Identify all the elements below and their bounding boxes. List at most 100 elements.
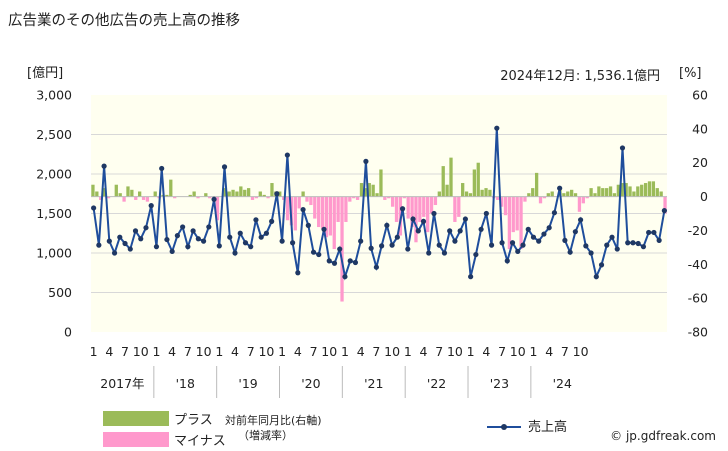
month-tick-label: 4 [420,344,428,359]
right-tick-label: -60 [688,291,708,306]
yoy-bar-plus [562,193,566,197]
yoy-bar-minus [418,196,422,222]
sales-point [143,225,149,231]
yoy-bar-plus [527,193,531,197]
yoy-bar-minus [106,196,111,199]
sales-point [384,222,390,228]
right-tick-label: -40 [688,257,708,272]
yoy-bar-minus [503,196,508,216]
sales-point [499,240,505,246]
sales-point [227,234,233,240]
sales-point [117,234,123,240]
sales-point [331,260,338,266]
yoy-bar-plus [363,188,368,197]
chart-title: 広告業のその他広告の売上高の推移 [8,12,240,29]
yoy-bar-minus [577,196,582,212]
year-label: '23 [490,376,509,391]
sales-point [410,216,416,222]
left-axis-unit: [億円] [27,65,63,81]
month-tick-label: 7 [121,344,129,359]
yoy-bar-minus [313,196,317,219]
sales-point [389,242,395,248]
sales-point [91,205,97,211]
yoy-bar-minus [538,196,543,204]
yoy-bar-minus [496,196,500,200]
month-tick-label: 7 [498,344,506,359]
month-tick-label: 7 [247,344,255,359]
yoy-bar-minus [317,196,321,228]
sales-point [530,234,537,240]
yoy-bar-plus [379,169,383,197]
yoy-bar-plus [95,191,99,197]
yoy-bar-plus [153,191,157,197]
sales-point [405,246,411,252]
sales-point [619,145,626,151]
yoy-bar-plus [476,162,480,197]
yoy-bar-plus [169,179,173,197]
sales-point [200,238,207,244]
month-tick-label: 7 [184,344,192,359]
yoy-bar-plus [628,186,632,197]
sales-point [96,242,102,248]
sales-point [316,251,322,258]
month-tick-label: 7 [435,344,443,359]
sales-point [494,125,500,131]
sales-point [415,228,421,234]
yoy-bar-plus [227,191,231,197]
yoy-bar-minus [453,196,457,222]
sales-point [253,217,259,223]
year-separators [153,366,532,398]
yoy-bar-plus [488,189,492,197]
sales-point [321,226,327,232]
left-tick-label: 2,500 [36,127,72,142]
sales-point [295,270,301,276]
yoy-bar-plus [204,193,208,197]
left-tick-label: 1,000 [36,246,72,261]
yoy-bar-minus [328,196,332,236]
sales-point [488,242,495,248]
yoy-bar-minus [282,196,286,200]
month-tick-label: 4 [545,344,553,359]
yoy-bar-minus [122,196,126,202]
yoy-bar-minus [320,196,325,229]
right-tick-label: -80 [688,325,708,340]
year-label: '22 [427,376,446,391]
yoy-bar-minus [266,196,270,199]
sales-point [515,248,521,255]
yoy-bar-plus [659,191,663,197]
sales-point [431,210,437,217]
sales-point [525,226,531,232]
sales-point [153,244,160,250]
legend-plus-swatch [103,411,169,426]
month-tick-label: 1 [529,344,537,359]
sales-point [127,246,133,252]
sales-point [248,244,254,250]
yoy-bar-minus [387,196,391,199]
year-label: 2017年 [100,376,144,391]
yoy-bar-plus [605,188,609,197]
yoy-bar-minus [433,196,438,206]
sales-point [635,240,641,247]
month-tick-label: 4 [105,344,113,359]
sales-point [132,228,139,234]
yoy-bar-plus [138,191,142,197]
month-tick-label: 7 [310,344,318,359]
sales-point [541,231,547,237]
left-tick-label: 2,000 [36,167,72,182]
yoy-bar-plus [301,191,305,197]
yoy-bar-plus [441,166,445,197]
sales-point [263,230,270,236]
sales-point [326,258,332,264]
left-tick-label: 1,500 [36,206,72,221]
yoy-bar-minus [542,196,547,199]
yoy-bar-minus [426,196,430,233]
yoy-bar-minus [511,196,515,233]
yoy-bar-plus [573,193,578,197]
sales-point [436,242,442,248]
sales-point [609,234,615,240]
sales-point [546,225,552,231]
sales-point [216,243,222,249]
month-tick-label: 7 [372,344,380,359]
month-tick-label: 1 [278,344,286,359]
yoy-bar-minus [297,196,301,209]
